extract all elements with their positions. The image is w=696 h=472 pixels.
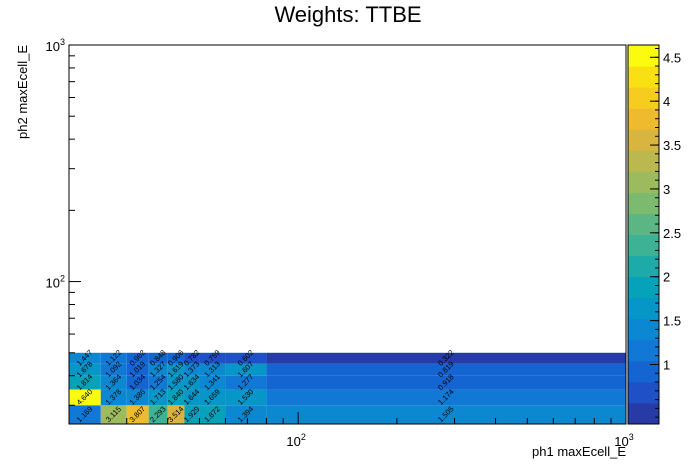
heatmap-cell xyxy=(225,405,267,424)
y-tick-label: 102 xyxy=(46,274,65,291)
colorbar-tick-label: 1.5 xyxy=(663,314,681,329)
heatmap-cell xyxy=(225,352,267,364)
heatmap-cell xyxy=(126,405,149,424)
x-tick-label: 103 xyxy=(614,432,633,449)
heatmap-cell xyxy=(69,389,101,406)
colorbar-tick-label: 1 xyxy=(663,357,670,372)
heatmap-cell xyxy=(266,375,626,390)
colorbar-tick-label: 4.5 xyxy=(663,50,681,65)
heatmap-cell xyxy=(148,375,168,390)
colorbar-segment xyxy=(628,318,659,341)
heatmap-cell xyxy=(199,363,226,376)
heatmap-cell xyxy=(225,389,267,406)
heatmap-cells xyxy=(69,352,626,424)
colorbar-segment xyxy=(628,255,659,278)
colorbar-segment xyxy=(628,402,659,425)
colorbar-segment xyxy=(628,276,659,299)
heatmap-cell xyxy=(100,363,127,376)
heatmap-cell xyxy=(266,389,626,406)
colorbar-segment xyxy=(628,339,659,362)
heatmap-cell xyxy=(266,352,626,364)
heatmap-cell xyxy=(199,389,226,406)
y-axis-label: ph2 maxEcell_E xyxy=(15,45,30,139)
heatmap-cell xyxy=(199,352,226,364)
heatmap-cell xyxy=(199,405,226,424)
colorbar-segment xyxy=(628,108,659,130)
heatmap-cell xyxy=(148,405,168,424)
heatmap-cell xyxy=(184,405,200,424)
colorbar-tick-label: 3 xyxy=(663,182,670,197)
colorbar-segment xyxy=(628,129,659,151)
heatmap-cell xyxy=(225,363,267,376)
colorbar-frame xyxy=(627,44,660,425)
colorbar-tick-label: 2.5 xyxy=(663,226,681,241)
heatmap-cell xyxy=(148,363,168,376)
heatmap-cell xyxy=(184,375,200,390)
heatmap-cell xyxy=(184,363,200,376)
x-axis-label: ph1 maxEcell_E xyxy=(532,444,626,459)
colorbar-segment xyxy=(628,213,659,235)
heatmap-cell xyxy=(167,352,185,364)
heatmap-cell xyxy=(167,375,185,390)
heatmap-cell xyxy=(69,363,101,376)
colorbar-tick-label: 2 xyxy=(663,270,670,285)
heatmap-cell xyxy=(184,389,200,406)
heatmap-cell xyxy=(126,352,149,364)
colorbar-segment xyxy=(628,297,659,320)
colorbar-segment xyxy=(628,381,659,404)
heatmap-cell xyxy=(100,352,127,364)
plot-frame xyxy=(68,44,627,425)
heatmap-cell xyxy=(126,375,149,390)
heatmap-cell xyxy=(69,352,101,364)
heatmap-cell xyxy=(266,363,626,376)
colorbar-segment xyxy=(628,150,659,172)
heatmap-cell xyxy=(184,352,200,364)
heatmap-cell xyxy=(148,352,168,364)
heatmap-cell xyxy=(148,389,168,406)
chart-title: Weights: TTBE xyxy=(274,2,422,27)
colorbar-tick-label: 3.5 xyxy=(663,138,681,153)
colorbar-tick-label: 4 xyxy=(663,94,670,109)
heatmap-cell xyxy=(100,375,127,390)
colorbar-segment xyxy=(628,192,659,214)
heatmap-cell xyxy=(225,375,267,390)
color-scale-bar: 1 1.5 2 2.5 3 3.5 4 4.5 xyxy=(627,44,681,425)
heatmap-cell xyxy=(167,405,185,424)
colorbar-segment xyxy=(628,66,659,88)
heatmap-cell xyxy=(199,375,226,390)
heatmap-cell xyxy=(167,363,185,376)
axes: 102 103 102 103 xyxy=(46,37,634,449)
heatmap-cell xyxy=(126,363,149,376)
colorbar-segment xyxy=(628,171,659,193)
heatmap-cell xyxy=(100,405,127,424)
heatmap-cell xyxy=(266,405,626,424)
colorbar-segment xyxy=(628,360,659,383)
x-tick-label: 102 xyxy=(286,432,305,449)
heatmap-cell xyxy=(69,405,101,424)
colorbar-segment xyxy=(628,87,659,109)
colorbar-segment xyxy=(628,234,659,257)
y-tick-label: 103 xyxy=(46,37,65,54)
heatmap-cell xyxy=(69,375,101,390)
colorbar-segment xyxy=(628,45,659,67)
heatmap-cell xyxy=(126,389,149,406)
heatmap-cell xyxy=(100,389,127,406)
heatmap-cell xyxy=(167,389,185,406)
